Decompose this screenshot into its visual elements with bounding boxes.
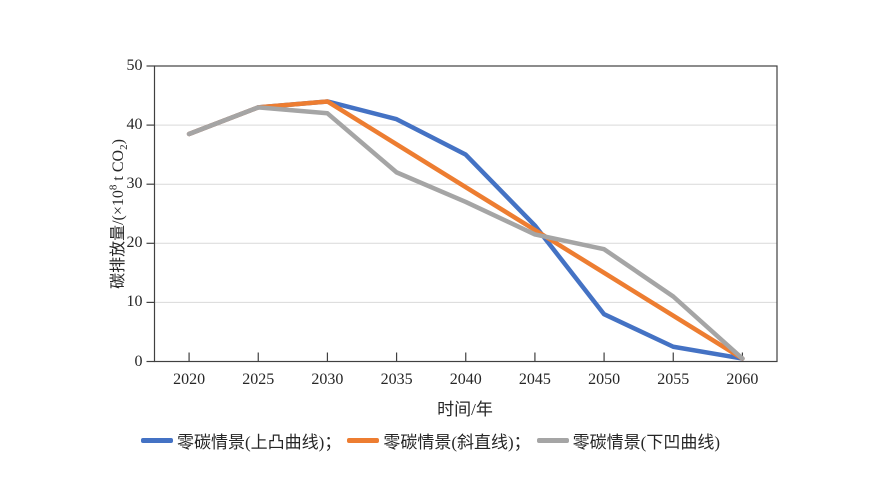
- legend-label: 零碳情景(斜直线)；: [383, 433, 531, 452]
- y-axis-title-superscript: 8: [107, 184, 120, 191]
- legend-item: 零碳情景(斜直线)；: [347, 428, 531, 453]
- x-tick-label: 2055: [657, 370, 690, 388]
- y-tick-label: 0: [134, 352, 143, 370]
- x-tick-label: 2060: [726, 370, 759, 388]
- y-tick-label: 50: [126, 57, 143, 74]
- legend-line-swatch: [536, 438, 569, 443]
- legend-item: 零碳情景(上凸曲线)；: [141, 428, 341, 453]
- x-tick-label: 2045: [518, 370, 551, 388]
- legend-line-swatch: [347, 438, 380, 443]
- x-tick-label: 2020: [173, 370, 206, 388]
- series-line: [186, 99, 745, 361]
- x-tick-label: 2050: [588, 370, 621, 388]
- x-tick-label: 2040: [449, 370, 482, 388]
- y-tick-label: 40: [126, 116, 143, 134]
- y-axis-title-prefix: 碳排放量/(×10: [110, 190, 127, 289]
- y-tick-label: 10: [126, 293, 143, 311]
- y-axis-title-suffix: ): [110, 139, 127, 145]
- y-axis-title-mid: t CO: [110, 149, 127, 185]
- y-tick-label: 20: [126, 234, 143, 252]
- legend-line-swatch: [141, 438, 173, 443]
- x-tick-label: 2035: [380, 370, 413, 388]
- x-tick-label: 2025: [242, 370, 275, 388]
- chart-legend: 零碳情景(上凸曲线)； 零碳情景(斜直线)； 零碳情景(下凹曲线): [141, 428, 726, 453]
- y-axis-title: 碳排放量/(×108 t CO2): [104, 54, 131, 374]
- x-axis-title: 时间/年: [437, 400, 493, 419]
- legend-label: 零碳情景(下凹曲线): [572, 433, 720, 452]
- y-axis-title-subscript: 2: [118, 144, 131, 150]
- legend-item: 零碳情景(下凹曲线): [536, 428, 720, 453]
- x-tick-label: 2030: [311, 370, 344, 388]
- series-line: [186, 99, 745, 361]
- legend-label: 零碳情景(上凸曲线)；: [177, 433, 342, 452]
- series-line: [186, 105, 745, 361]
- y-tick-label: 30: [126, 175, 143, 193]
